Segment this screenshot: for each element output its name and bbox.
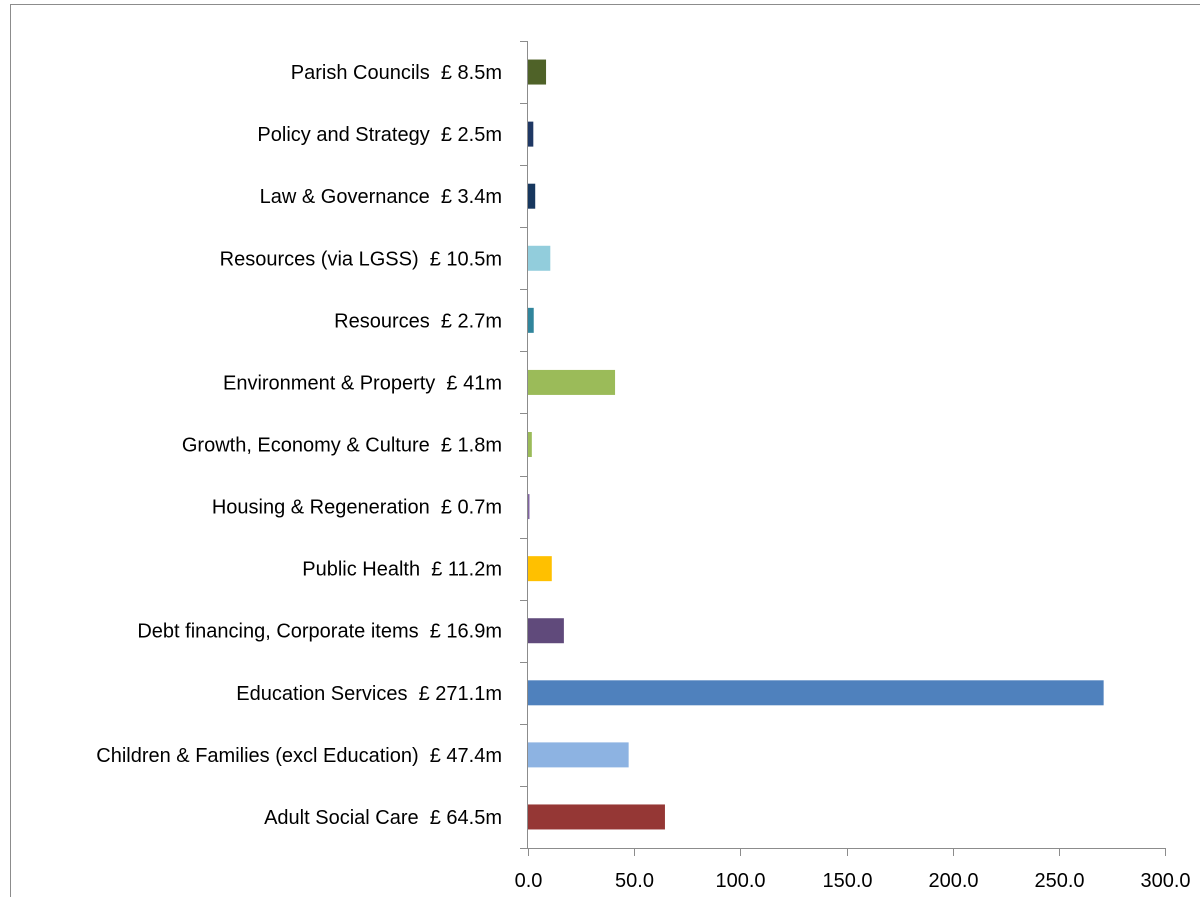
category-label: Resources £ 2.7m xyxy=(334,310,502,332)
x-tick-label: 50.0 xyxy=(615,870,654,892)
x-tick-label: 200.0 xyxy=(928,870,978,892)
bar xyxy=(528,308,534,333)
bar xyxy=(528,246,550,271)
bar xyxy=(528,618,564,643)
bar xyxy=(528,432,532,457)
category-label: Debt financing, Corporate items £ 16.9m xyxy=(137,621,502,643)
category-label: Resources (via LGSS) £ 10.5m xyxy=(220,248,502,270)
x-tick-label: 0.0 xyxy=(515,870,543,892)
bar xyxy=(528,494,529,519)
category-label: Adult Social Care £ 64.5m xyxy=(264,807,502,829)
x-tick-label: 150.0 xyxy=(822,870,872,892)
x-tick-label: 300.0 xyxy=(1140,870,1190,892)
category-label: Children & Families (excl Education) £ 4… xyxy=(96,745,502,767)
category-label: Law & Governance £ 3.4m xyxy=(260,186,502,208)
category-label: Environment & Property £ 41m xyxy=(223,372,502,394)
category-label: Parish Councils £ 8.5m xyxy=(291,62,502,84)
bar xyxy=(528,60,546,85)
bar xyxy=(528,680,1104,705)
bar xyxy=(528,184,535,209)
bar xyxy=(528,122,533,147)
bar xyxy=(528,556,552,581)
bar xyxy=(528,742,629,767)
category-label: Public Health £ 11.2m xyxy=(302,559,502,581)
x-tick-label: 100.0 xyxy=(715,870,765,892)
category-label: Policy and Strategy £ 2.5m xyxy=(257,124,502,146)
category-label: Growth, Economy & Culture £ 1.8m xyxy=(182,435,502,457)
bar xyxy=(528,370,615,395)
bar xyxy=(528,804,665,829)
category-label: Housing & Regeneration £ 0.7m xyxy=(212,497,502,519)
category-label: Education Services £ 271.1m xyxy=(236,683,502,705)
x-tick-label: 250.0 xyxy=(1034,870,1084,892)
